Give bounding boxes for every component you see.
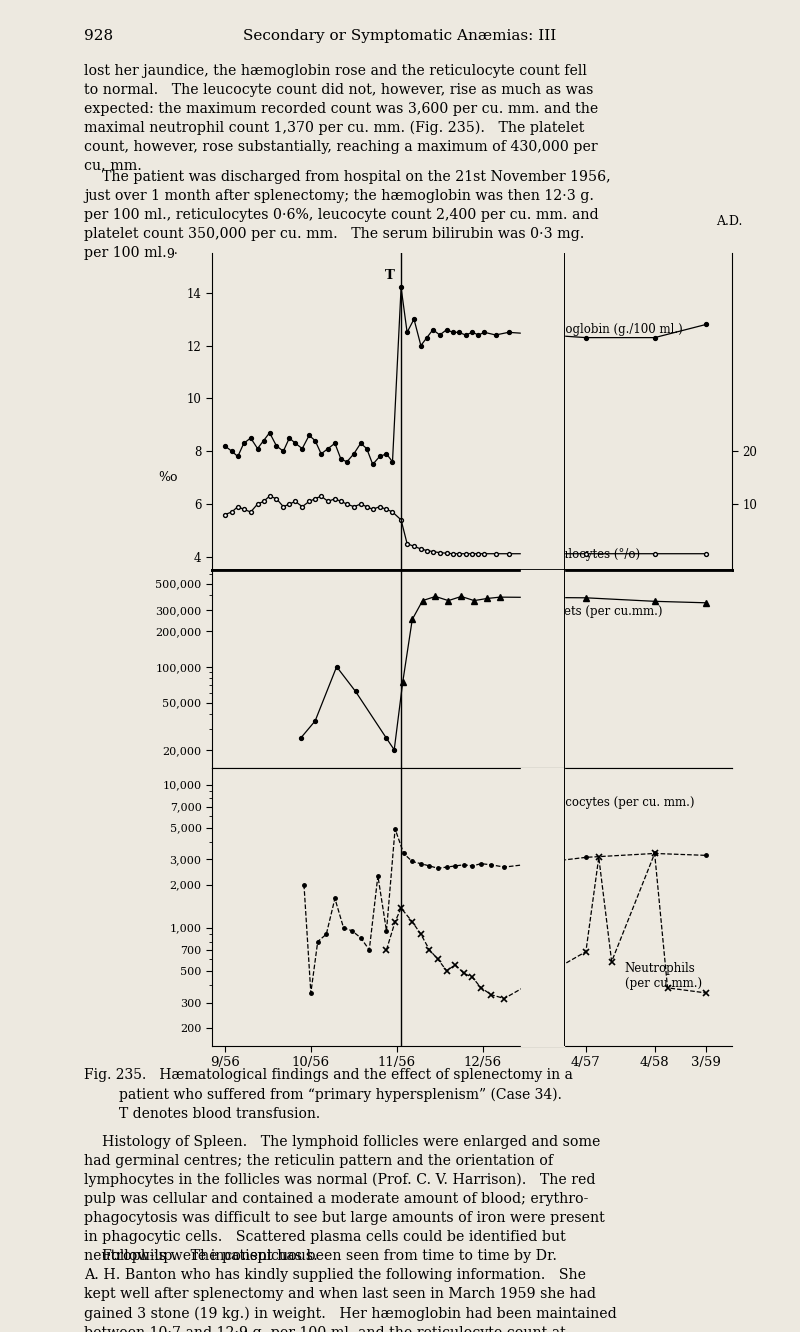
Text: %o: %o	[158, 472, 178, 484]
Text: lost her jaundice, the hæmoglobin rose and the reticulocyte count fell
to normal: lost her jaundice, the hæmoglobin rose a…	[84, 64, 598, 173]
Text: A.D.: A.D.	[716, 214, 742, 228]
Text: Follow-up.   The patient has been seen from time to time by Dr.
A. H. Banton who: Follow-up. The patient has been seen fro…	[84, 1249, 617, 1332]
Text: Leucocytes (per cu. mm.): Leucocytes (per cu. mm.)	[543, 797, 694, 809]
Text: Neutrophils
(per cu.mm.): Neutrophils (per cu.mm.)	[625, 962, 702, 990]
Text: Platelets (per cu.mm.): Platelets (per cu.mm.)	[530, 605, 662, 618]
Text: 928: 928	[84, 28, 113, 43]
Text: T: T	[385, 269, 395, 282]
Text: The patient was discharged from hospital on the 21st November 1956,
just over 1 : The patient was discharged from hospital…	[84, 170, 610, 260]
Text: Secondary or Symptomatic Anæmias: III: Secondary or Symptomatic Anæmias: III	[243, 28, 557, 43]
Text: Haemoglobin (g./100 ml.): Haemoglobin (g./100 ml.)	[530, 324, 682, 336]
Text: Histology of Spleen.   The lymphoid follicles were enlarged and some
had germina: Histology of Spleen. The lymphoid follic…	[84, 1135, 605, 1263]
Text: Fig. 235.   Hæmatological findings and the effect of splenectomy in a
        pa: Fig. 235. Hæmatological findings and the…	[84, 1068, 573, 1120]
Text: 9·: 9·	[166, 248, 178, 261]
Text: Reticulocytes (°/o): Reticulocytes (°/o)	[530, 547, 640, 561]
